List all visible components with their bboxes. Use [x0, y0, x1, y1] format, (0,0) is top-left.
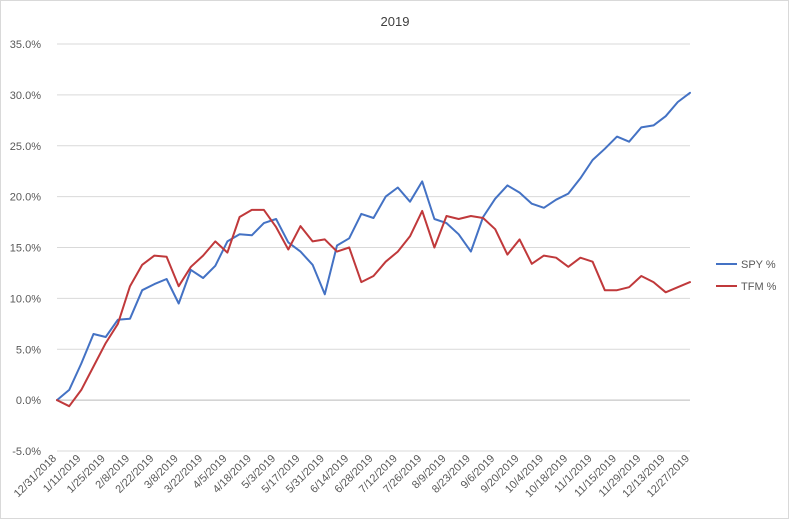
y-axis: -5.0% 0.0% 5.0% 10.0% 15.0% 20.0% 25.0% 30.0% 35… — [10, 39, 41, 458]
y-tick-label: 25.0% — [10, 141, 41, 153]
x-axis: 12/31/20181/11/20191/25/20192/8/20192/22… — [12, 399, 692, 500]
series-lines — [56, 91, 691, 408]
gridlines — [57, 43, 690, 452]
y-tick-label: 20.0% — [10, 192, 41, 204]
y-tick-label: 30.0% — [10, 90, 41, 102]
chart-title: 2019 — [381, 14, 410, 29]
y-tick-label: 35.0% — [10, 39, 41, 51]
series-line-1 — [56, 208, 691, 408]
y-tick-label: 0.0% — [16, 395, 41, 407]
legend-label: TFM % — [741, 281, 777, 293]
y-tick-label: 15.0% — [10, 243, 41, 255]
y-tick-label: 5.0% — [16, 344, 41, 356]
series-line-0 — [56, 91, 691, 402]
legend-label: SPY % — [741, 259, 776, 271]
legend: SPY % TFM % — [716, 259, 777, 293]
y-tick-label: -5.0% — [12, 446, 41, 458]
y-tick-label: 10.0% — [10, 293, 41, 305]
